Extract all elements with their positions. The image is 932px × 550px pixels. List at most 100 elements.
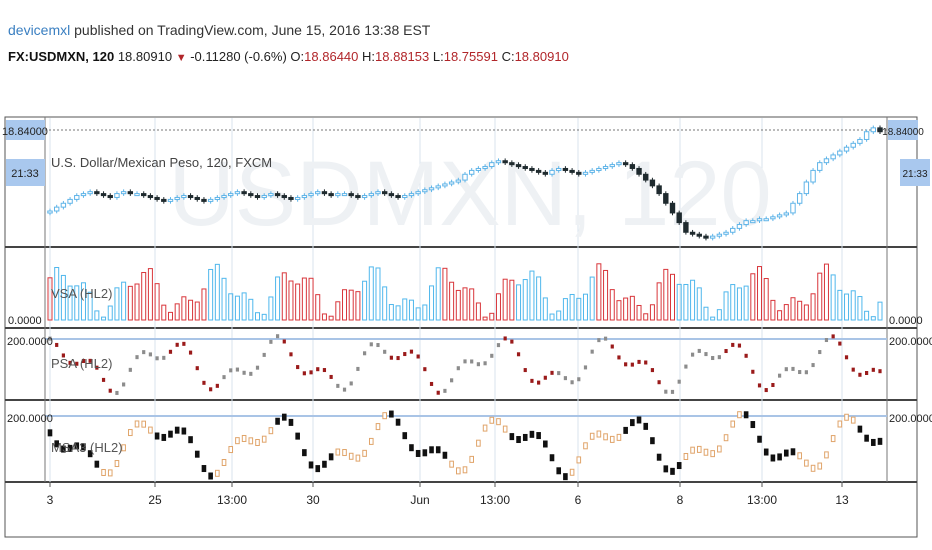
vsa-bar bbox=[690, 279, 696, 321]
price-candle bbox=[870, 127, 877, 133]
vsa-bar bbox=[161, 304, 167, 321]
msa-bar bbox=[703, 448, 709, 456]
msa-bar bbox=[101, 468, 106, 476]
psa-bar bbox=[108, 388, 112, 393]
vsa-bar bbox=[241, 292, 247, 321]
vsa-bar bbox=[716, 309, 722, 321]
price-candle bbox=[134, 193, 140, 197]
vsa-bar bbox=[783, 304, 789, 321]
vsa-bar bbox=[375, 267, 381, 321]
msa-bar bbox=[141, 420, 147, 428]
vsa-bar bbox=[201, 288, 207, 321]
price-candle bbox=[368, 193, 374, 197]
price-candle bbox=[234, 191, 241, 195]
psa-bar bbox=[690, 352, 695, 357]
psa-bar bbox=[644, 360, 648, 365]
right-price-badge-text: 18.84000 bbox=[882, 127, 924, 138]
price-candle bbox=[174, 196, 180, 200]
price-candle bbox=[569, 169, 575, 173]
vsa-bar bbox=[750, 273, 756, 321]
psa-bar bbox=[142, 350, 146, 355]
price-candle bbox=[709, 235, 716, 239]
psa-bar bbox=[490, 353, 494, 358]
vsa-bar bbox=[803, 304, 809, 321]
price-candle bbox=[388, 193, 395, 197]
msa-bar bbox=[857, 425, 863, 433]
psa-bar bbox=[182, 341, 186, 346]
price-candle bbox=[676, 212, 682, 224]
chart-area[interactable]: USDMXN, 120 U.S. Dollar/Mexican Peso, 12… bbox=[0, 110, 932, 550]
msa-bar bbox=[763, 448, 769, 456]
price-candle bbox=[194, 196, 200, 200]
msa-bar bbox=[342, 449, 347, 457]
vsa-bar bbox=[549, 313, 555, 321]
msa-bar bbox=[281, 413, 287, 421]
msa-bar bbox=[837, 420, 843, 428]
psa-bar bbox=[784, 367, 788, 372]
vsa-zero-left: 0.0000 bbox=[8, 315, 42, 327]
time-axis[interactable]: 3 25 13:00 30 Jun 13:00 6 8 13:00 13 bbox=[47, 482, 849, 507]
msa-bar bbox=[516, 436, 521, 444]
right-price-badge bbox=[888, 120, 918, 140]
msa-bar bbox=[609, 435, 615, 443]
vsa-bar bbox=[87, 291, 93, 321]
msa-bar bbox=[389, 410, 394, 418]
psa-bar bbox=[583, 365, 588, 370]
price-candle bbox=[442, 183, 448, 187]
price-candle bbox=[736, 224, 743, 229]
msa-bar bbox=[643, 422, 649, 430]
msa-bar bbox=[409, 444, 414, 452]
msa-bar bbox=[509, 433, 515, 441]
vsa-bar bbox=[147, 268, 153, 321]
vsa-bar bbox=[522, 279, 528, 321]
msa-bar bbox=[710, 450, 715, 458]
price-candle bbox=[328, 193, 334, 197]
psa-bar bbox=[670, 389, 675, 394]
psa-bar bbox=[771, 382, 775, 387]
msa-bar bbox=[556, 467, 562, 475]
price-candle bbox=[288, 196, 294, 200]
price-candle bbox=[241, 191, 247, 195]
vsa-bar bbox=[308, 277, 314, 321]
msa-bar bbox=[616, 433, 622, 441]
msa-bar bbox=[442, 451, 448, 459]
price-candle bbox=[489, 162, 495, 168]
vsa-bar bbox=[134, 283, 140, 321]
vsa-bar bbox=[455, 289, 461, 321]
vsa-bar bbox=[435, 267, 441, 321]
vsa-bar bbox=[743, 285, 749, 321]
price-candle bbox=[542, 171, 549, 175]
psa-bar bbox=[242, 370, 246, 375]
vsa-bar bbox=[315, 294, 321, 321]
vsa-bar bbox=[777, 310, 783, 321]
msa-bar bbox=[435, 446, 441, 454]
price-candle bbox=[596, 167, 602, 171]
price-candle bbox=[629, 164, 636, 169]
psa-bar bbox=[235, 367, 240, 372]
price-candle bbox=[783, 212, 789, 216]
psa-bar bbox=[222, 375, 226, 380]
msa-bar bbox=[395, 418, 401, 426]
msa-bar bbox=[810, 464, 816, 472]
psa-bar bbox=[523, 368, 527, 373]
vsa-bar bbox=[736, 287, 742, 321]
vsa-bar bbox=[154, 283, 160, 321]
vsa-bar bbox=[603, 269, 609, 321]
msa-bar bbox=[134, 420, 140, 428]
price-candle bbox=[803, 181, 810, 195]
msa-pane-title: MSA3 (HL2) bbox=[51, 440, 123, 455]
vsa-bar bbox=[47, 277, 53, 321]
psa-bar bbox=[128, 367, 132, 372]
msa-bar bbox=[723, 434, 729, 442]
msa-bar bbox=[824, 451, 829, 459]
psa-bar bbox=[403, 352, 407, 357]
psa-bar bbox=[329, 374, 333, 379]
msa-bar bbox=[790, 448, 796, 456]
msa-bar bbox=[121, 444, 126, 452]
vsa-bar bbox=[629, 295, 635, 321]
publish-line: devicemxl published on TradingView.com, … bbox=[8, 22, 430, 38]
author-link[interactable]: devicemxl bbox=[8, 22, 71, 38]
price-candle bbox=[294, 196, 301, 200]
msa-bar bbox=[804, 459, 809, 467]
psa-bar bbox=[48, 336, 52, 341]
